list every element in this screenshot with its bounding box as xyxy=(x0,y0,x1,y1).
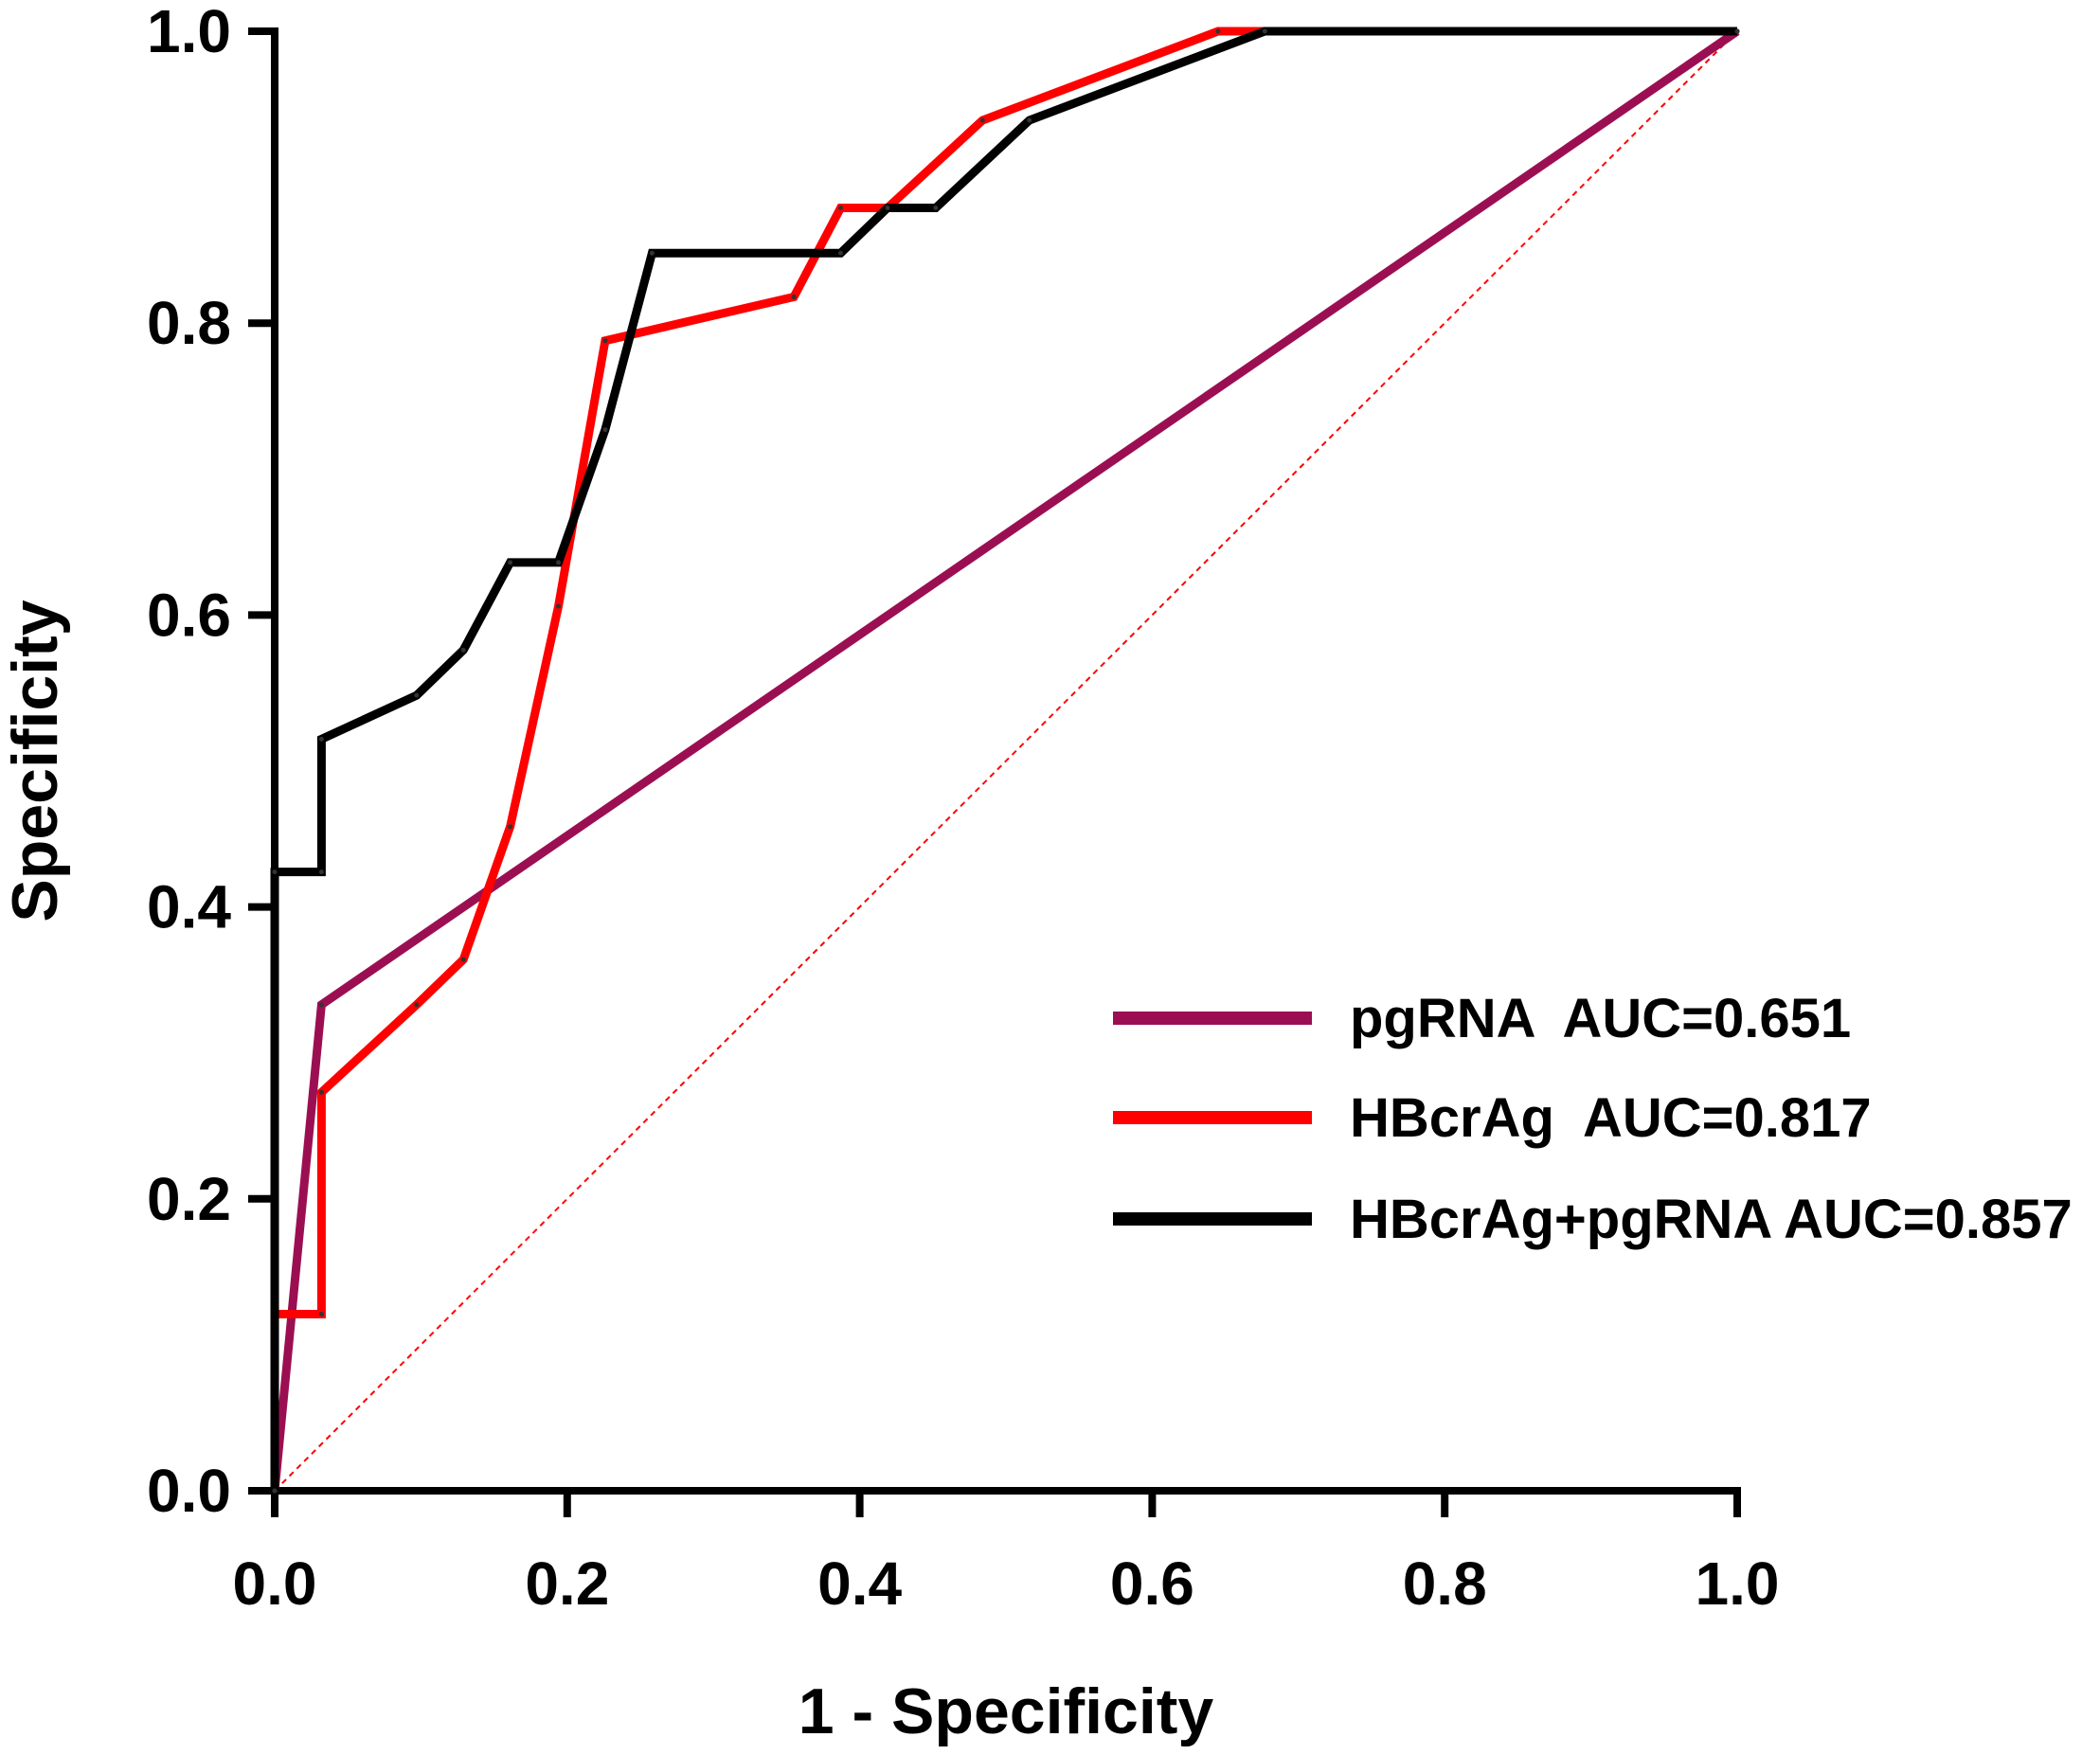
x-tick-label: 0.0 xyxy=(233,1549,317,1618)
y-tick-label: 0.0 xyxy=(147,1457,231,1525)
y-tick-label: 0.4 xyxy=(147,873,231,941)
series-point-hbcrag-pgrna xyxy=(272,1488,278,1494)
legend-label-pgrna: pgRNA AUC=0.651 xyxy=(1350,988,1851,1049)
series-point-hbcrag-pgrna xyxy=(318,736,324,742)
series-point-hbcrag-pgrna xyxy=(318,869,324,875)
y-axis-title: Specificity xyxy=(0,600,71,922)
axes: 0.0 0.2 0.4 0.6 0.8 1.0 0.0 0.2 0.4 0.6 0.8 1.0 xyxy=(147,0,1779,1618)
series-point-hbcrag xyxy=(508,824,513,830)
y-tick-label: 0.2 xyxy=(147,1165,231,1233)
y-tick-label: 0.8 xyxy=(147,289,231,357)
legend-label-hbcrag-pgrna: HBcrAg+pgRNA AUC=0.857 xyxy=(1350,1189,2073,1250)
series-line-hbcrag-pgrna xyxy=(270,27,1737,1491)
series-point-hbcrag-pgrna xyxy=(885,205,890,210)
series-point-hbcrag xyxy=(460,957,466,962)
legend-label-hbcrag: HBcrAg AUC=0.817 xyxy=(1350,1087,1872,1149)
series-point-hbcrag-pgrna xyxy=(556,560,562,565)
series-point-hbcrag-pgrna xyxy=(838,250,844,256)
series-point-hbcrag-pgrna xyxy=(414,692,420,698)
series-point-hbcrag xyxy=(318,1089,324,1095)
series-point-hbcrag-pgrna xyxy=(933,205,939,210)
series-point-hbcrag xyxy=(318,1312,324,1317)
y-tick-label: 0.6 xyxy=(147,581,231,649)
y-ticks: 0.0 0.2 0.4 0.6 0.8 1.0 xyxy=(147,0,275,1525)
reference-diagonal-line xyxy=(274,30,1738,1492)
series-point-pgrna xyxy=(318,1002,324,1008)
x-tick-label: 1.0 xyxy=(1696,1549,1780,1618)
series-point-hbcrag xyxy=(791,294,797,299)
series-point-hbcrag-pgrna xyxy=(1262,28,1267,34)
series-point-hbcrag-pgrna xyxy=(1027,117,1032,123)
series-point-hbcrag xyxy=(556,603,562,609)
series-point-hbcrag xyxy=(1215,28,1221,34)
series-point-hbcrag-pgrna xyxy=(460,647,466,653)
series-point-hbcrag-pgrna xyxy=(508,560,513,565)
x-tick-label: 0.6 xyxy=(1110,1549,1194,1618)
series-layer xyxy=(270,27,1740,1494)
series-point-hbcrag xyxy=(979,117,985,123)
series-point-hbcrag-pgrna xyxy=(272,869,278,875)
x-ticks: 0.0 0.2 0.4 0.6 0.8 1.0 xyxy=(233,1491,1780,1618)
series-point-hbcrag xyxy=(414,1002,420,1008)
x-axis-title: 1 - Specificity xyxy=(799,1675,1214,1747)
series-point-hbcrag-pgrna xyxy=(602,427,608,433)
series-point-hbcrag xyxy=(602,338,608,344)
series-point-hbcrag-pgrna xyxy=(649,250,655,256)
y-tick-label: 1.0 xyxy=(147,0,231,65)
x-tick-label: 0.8 xyxy=(1403,1549,1487,1618)
series-point-hbcrag-pgrna xyxy=(1734,28,1740,34)
x-tick-label: 0.2 xyxy=(525,1549,609,1618)
x-tick-label: 0.4 xyxy=(817,1549,902,1618)
legend: pgRNA AUC=0.651 HBcrAg AUC=0.817 HBcrAg+pg… xyxy=(1113,988,2073,1250)
series-point-hbcrag xyxy=(838,205,844,210)
